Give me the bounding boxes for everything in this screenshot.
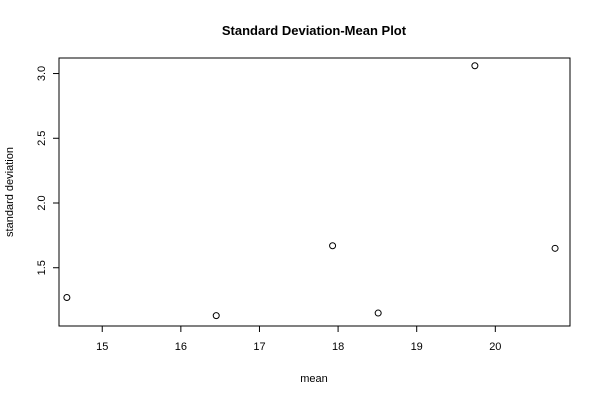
- x-tick-label: 20: [489, 341, 501, 353]
- x-tick-label: 15: [96, 341, 108, 353]
- data-point: [212, 312, 220, 320]
- y-axis-label: standard deviation: [4, 147, 16, 237]
- y-tick-label: 1.5: [36, 260, 48, 275]
- y-tick-label: 2.5: [36, 131, 48, 146]
- plot-frame: [58, 57, 571, 327]
- data-point: [374, 309, 382, 317]
- y-tick-label: 3.0: [36, 66, 48, 81]
- chart-title: Standard Deviation-Mean Plot: [222, 23, 407, 38]
- data-points: [63, 62, 559, 320]
- x-tick-label: 19: [411, 341, 423, 353]
- data-point: [471, 62, 479, 70]
- x-tick-label: 17: [253, 341, 265, 353]
- data-point: [551, 244, 559, 252]
- data-point: [63, 294, 71, 302]
- data-point: [329, 242, 337, 250]
- x-tick-label: 16: [175, 341, 187, 353]
- x-tick-label: 18: [332, 341, 344, 353]
- y-axis: 1.5 2.0 2.5 3.0: [36, 66, 59, 275]
- x-axis-label: mean: [300, 373, 328, 385]
- x-axis: 15 16 17 18 19 20: [96, 326, 501, 353]
- y-tick-label: 2.0: [36, 195, 48, 210]
